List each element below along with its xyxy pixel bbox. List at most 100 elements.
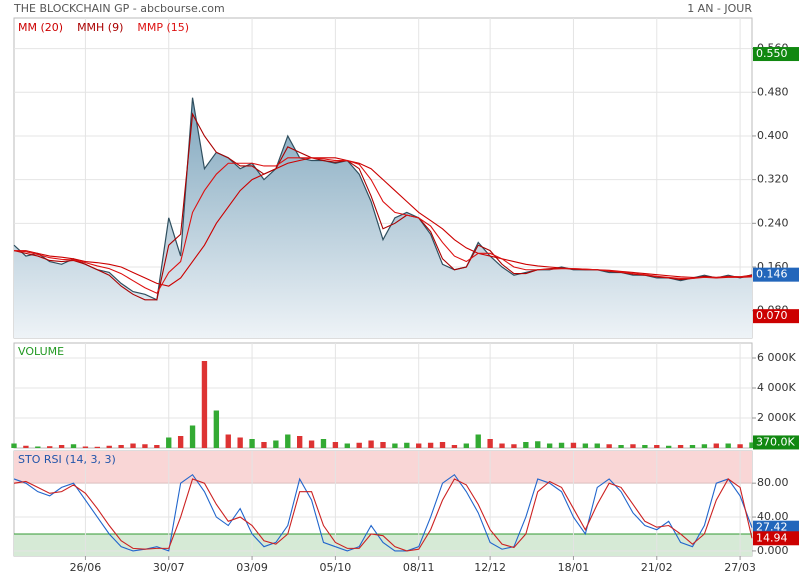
volume-bar xyxy=(213,410,220,448)
value-badge xyxy=(753,309,799,324)
volume-bar xyxy=(285,434,291,448)
volume-bar xyxy=(130,443,136,448)
series-line xyxy=(13,473,753,552)
band xyxy=(14,451,752,484)
volume-bar xyxy=(320,439,327,448)
value-badge-label: 0.550 xyxy=(756,47,788,60)
value-badge-label: 0.146 xyxy=(756,268,788,281)
legend-entry: MMH (9) xyxy=(77,21,123,34)
volume-bar xyxy=(463,443,470,448)
x-tick-label: 18/01 xyxy=(558,561,590,574)
volume-bar xyxy=(737,444,743,448)
volume-bar xyxy=(439,442,446,448)
legend-entry: MM (20) xyxy=(18,21,63,34)
volume-bar xyxy=(296,436,303,448)
y-tick-label: 0.480 xyxy=(757,85,789,98)
volume-bar xyxy=(82,446,89,448)
volume-bar xyxy=(94,446,101,448)
band xyxy=(14,533,752,556)
legend-entry: MMP (15) xyxy=(137,21,189,34)
volume-bar xyxy=(451,445,458,448)
period[interactable]: 1 AN - JOUR xyxy=(687,2,752,15)
volume-bar xyxy=(237,437,243,448)
volume-bar xyxy=(249,439,255,448)
volume-bar xyxy=(344,443,350,448)
volume-bar xyxy=(725,443,731,448)
volume-bar xyxy=(308,440,315,448)
volume-bar xyxy=(332,442,339,448)
volume-bar xyxy=(713,443,719,448)
x-tick-label: 30/07 xyxy=(153,561,185,574)
volume-bar xyxy=(118,445,124,448)
value-badge-label: 14.94 xyxy=(756,531,788,544)
volume-bar xyxy=(642,445,648,448)
value-badge xyxy=(753,47,799,62)
volume-bar xyxy=(177,436,184,448)
value-badge xyxy=(753,531,799,546)
page-title: THE BLOCKCHAIN GP - abcbourse.com xyxy=(13,2,225,15)
x-tick-label: 05/10 xyxy=(320,561,352,574)
x-tick-label: 08/11 xyxy=(403,561,435,574)
volume-bar xyxy=(58,445,65,448)
y-tick-label: 80.00 xyxy=(757,476,789,489)
volume-bar xyxy=(35,446,41,448)
volume-bar xyxy=(582,443,589,448)
volume-bar xyxy=(701,444,708,448)
x-tick-label: 27/03 xyxy=(724,561,756,574)
volume-bar xyxy=(749,442,755,448)
volume-bar xyxy=(618,445,624,448)
value-badge-label: 370.0K xyxy=(756,435,795,448)
x-tick-label: 26/06 xyxy=(70,561,102,574)
volume-bar xyxy=(546,443,553,448)
volume-bar xyxy=(189,425,196,448)
y-tick-label: 0.400 xyxy=(757,129,789,142)
volume-bar xyxy=(487,439,493,448)
y-tick-label: 0.000 xyxy=(757,544,789,557)
volume-bar xyxy=(677,445,684,448)
volume-bar xyxy=(356,442,362,448)
panel-title: STO RSI (14, 3, 3) xyxy=(18,453,116,466)
volume-bar xyxy=(523,442,529,448)
volume-bar xyxy=(511,444,517,448)
volume-bar xyxy=(404,442,410,448)
series-line xyxy=(14,157,753,287)
y-tick-label: 2 000K xyxy=(757,411,796,424)
volume-bar xyxy=(558,442,565,448)
y-tick-label: 40.00 xyxy=(757,510,789,523)
series-line xyxy=(13,157,753,294)
volume-bar xyxy=(70,444,77,448)
volume-bar xyxy=(630,444,636,448)
volume-bar xyxy=(261,442,267,448)
volume-bar xyxy=(154,445,160,448)
x-tick-label: 21/02 xyxy=(641,561,673,574)
volume-bar xyxy=(368,440,374,448)
value-badge-label: 0.070 xyxy=(756,309,788,322)
volume-bar xyxy=(23,445,29,448)
value-badge xyxy=(753,520,799,535)
volume-bar xyxy=(47,446,53,448)
y-tick-label: 0.240 xyxy=(757,216,789,229)
y-tick-label: 0.320 xyxy=(757,173,789,186)
volume-bar xyxy=(475,434,481,448)
volume-bar xyxy=(594,443,600,448)
value-badge-label: 27.42 xyxy=(756,521,788,534)
value-badge xyxy=(753,435,799,450)
volume-bar xyxy=(142,444,148,448)
series-line xyxy=(13,478,753,552)
volume-bar xyxy=(570,442,577,448)
volume-bar xyxy=(273,440,279,448)
volume-bar xyxy=(106,445,112,448)
volume-bar xyxy=(11,443,17,448)
panel xyxy=(13,342,753,449)
volume-bar xyxy=(380,442,386,448)
x-tick-label: 12/12 xyxy=(474,561,506,574)
volume-bar xyxy=(606,444,612,448)
y-tick-label: 4 000K xyxy=(757,381,796,394)
y-tick-label: 6 000K xyxy=(757,351,796,364)
panel-title: VOLUME xyxy=(18,345,64,358)
volume-bar xyxy=(427,442,434,448)
volume-bar xyxy=(535,441,541,448)
volume-bar xyxy=(665,445,672,448)
volume-bar xyxy=(654,445,660,448)
